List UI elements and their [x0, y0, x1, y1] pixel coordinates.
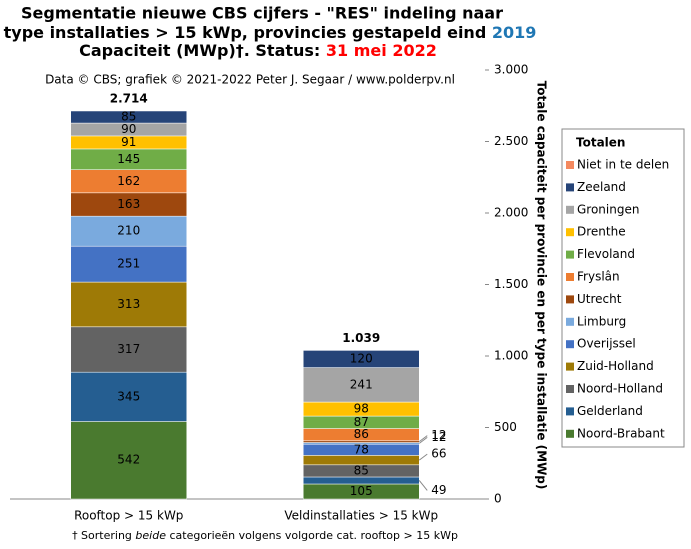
- legend-label: Overijssel: [577, 337, 636, 351]
- legend-swatch: [566, 362, 574, 371]
- x-tick-label: Veldinstallaties > 15 kWp: [284, 509, 438, 523]
- footnote-c: categorieën volgens volgorde cat. roofto…: [166, 529, 458, 542]
- data-label: 542: [117, 453, 140, 467]
- bar-segment: [70, 245, 187, 283]
- y-tick-label: 2.500: [494, 134, 528, 148]
- leader-line: [418, 453, 428, 461]
- legend-swatch: [566, 317, 574, 326]
- data-label: 91: [121, 135, 136, 149]
- data-label: 120: [350, 352, 373, 366]
- bar-segment: [303, 442, 420, 445]
- title-line2-text: type installaties > 15 kWp, provincies g…: [4, 23, 492, 42]
- data-label: 210: [117, 224, 140, 238]
- bar-segment: [303, 367, 420, 403]
- bar-segment: [70, 326, 187, 373]
- data-label: 313: [117, 297, 140, 311]
- legend-label: Noord-Holland: [577, 382, 663, 396]
- title-date: 31 mei 2022: [326, 41, 437, 60]
- data-label: 98: [354, 402, 369, 416]
- title-line3-text: Capaciteit (MWp)†. Status:: [79, 41, 326, 60]
- bar-segment: [70, 421, 187, 500]
- legend-label: Drenthe: [577, 225, 626, 239]
- legend-label: Utrecht: [577, 292, 622, 306]
- legend-swatch: [566, 295, 574, 304]
- legend-swatch: [566, 250, 574, 259]
- data-label: 85: [354, 463, 369, 477]
- legend-label: Flevoland: [577, 247, 635, 261]
- data-label: 12: [431, 430, 446, 444]
- data-label: 78: [354, 442, 369, 456]
- y-tick-label: 0: [494, 492, 502, 506]
- legend-swatch: [566, 228, 574, 237]
- data-label: 86: [354, 427, 369, 441]
- leader-line: [418, 480, 428, 491]
- data-label: 345: [117, 389, 140, 403]
- title-line1: Segmentatie nieuwe CBS cijfers - "RES" i…: [21, 4, 503, 23]
- footnote: † Sortering beide categorieën volgens vo…: [72, 529, 458, 542]
- data-label: 66: [431, 447, 446, 461]
- bar-segment: [70, 281, 187, 328]
- legend-title: Totalen: [576, 136, 625, 150]
- legend-swatch: [566, 429, 574, 438]
- data-label: 163: [117, 197, 140, 211]
- bar-segment: [303, 476, 420, 485]
- data-label: 49: [431, 483, 446, 497]
- leader-line: [418, 436, 428, 444]
- legend-label: Zuid-Holland: [577, 359, 654, 373]
- y-tick-label: 500: [494, 420, 517, 434]
- data-label: 87: [354, 415, 369, 429]
- subtitle: Data © CBS; grafiek © 2021-2022 Peter J.…: [45, 73, 455, 87]
- legend-label: Groningen: [577, 202, 639, 216]
- y-tick-label: 2.000: [494, 206, 528, 220]
- data-label: 251: [117, 257, 140, 271]
- title-year: 2019: [492, 23, 537, 42]
- y-axis-title: Totale capaciteit per provincie en per t…: [535, 81, 549, 490]
- legend-swatch: [566, 205, 574, 214]
- bar-segment: [70, 371, 187, 422]
- legend-label: Niet in te delen: [577, 158, 669, 172]
- legend-swatch: [566, 407, 574, 416]
- data-label: 162: [117, 174, 140, 188]
- y-tick-label: 1.500: [494, 277, 528, 291]
- total-label: 2.714: [110, 91, 148, 105]
- legend-label: Zeeland: [577, 180, 626, 194]
- legend-swatch: [566, 161, 574, 169]
- x-tick-label: Rooftop > 15 kWp: [74, 509, 183, 523]
- data-label: 317: [117, 342, 140, 356]
- legend-label: Fryslân: [577, 270, 620, 284]
- data-label: 105: [350, 484, 373, 498]
- footnote-b: beide: [135, 529, 166, 542]
- legend-swatch: [566, 183, 574, 192]
- legend-swatch: [566, 273, 574, 281]
- data-label: 85: [121, 109, 136, 123]
- legend-label: Gelderland: [577, 404, 643, 418]
- legend-swatch: [566, 340, 574, 349]
- legend-box: [561, 128, 685, 448]
- title-line2: type installaties > 15 kWp, provincies g…: [4, 23, 537, 42]
- data-label: 145: [117, 152, 140, 166]
- bar-segment: [303, 350, 420, 368]
- y-tick-label: 3.000: [494, 63, 528, 77]
- bar-segment: [303, 455, 420, 466]
- y-tick-label: 1.000: [494, 349, 528, 363]
- data-label: 12: [431, 428, 446, 442]
- legend-swatch: [566, 385, 574, 393]
- total-label: 1.039: [342, 331, 380, 345]
- legend-label: Noord-Brabant: [577, 426, 665, 440]
- footnote-a: † Sortering: [72, 529, 135, 542]
- title-line3: Capaciteit (MWp)†. Status: 31 mei 2022: [79, 41, 437, 60]
- legend-label: Limburg: [577, 314, 626, 328]
- data-label: 90: [121, 122, 136, 136]
- leader-line: [418, 435, 428, 443]
- data-label: 241: [350, 377, 373, 391]
